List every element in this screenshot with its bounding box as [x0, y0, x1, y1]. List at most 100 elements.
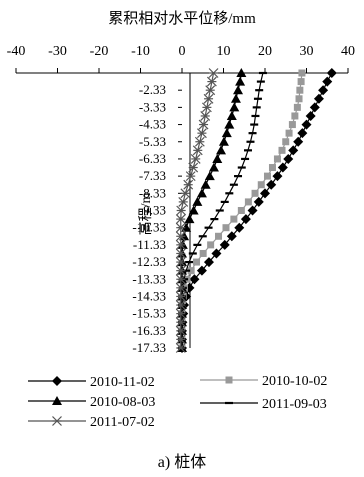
y-tick-label: -15.33 [132, 306, 166, 321]
data-point [200, 179, 211, 189]
data-point [233, 85, 244, 95]
data-point [175, 248, 186, 259]
y-axis-ticks: -2.33 -3.33 -4.33 -5.33 -6.33 -7.33 -8.33 -9.33… [132, 82, 182, 355]
data-point [222, 224, 230, 232]
data-point [201, 102, 212, 113]
data-point [285, 129, 293, 137]
data-point [322, 76, 333, 87]
data-point [196, 188, 207, 198]
data-point [295, 95, 303, 103]
data-point [293, 136, 304, 147]
data-point [175, 334, 186, 345]
data-point [196, 265, 207, 276]
legend-label: 2010-10-02 [262, 374, 327, 389]
data-point [236, 68, 247, 77]
legend-marker [52, 396, 62, 405]
data-point [206, 76, 217, 87]
x-tick-label: 40 [341, 44, 355, 59]
x-axis-label: 累积相对水平位移/mm [108, 10, 256, 27]
data-point [229, 102, 240, 112]
data-point [196, 128, 207, 139]
x-tick-label: 20 [258, 44, 272, 59]
data-point [203, 93, 214, 104]
data-point [234, 222, 245, 233]
legend-label: 2010-08-03 [90, 395, 155, 410]
data-point [298, 69, 306, 77]
data-point [309, 102, 320, 113]
legend-item: 2010-11-02 [28, 375, 155, 390]
legend-item: 2011-09-03 [200, 397, 327, 412]
y-tick-label: -2.33 [139, 82, 166, 97]
data-point [190, 154, 201, 164]
y-tick-label: -14.33 [132, 288, 166, 303]
data-point [180, 188, 191, 199]
data-point [192, 145, 203, 156]
data-point [296, 86, 304, 94]
data-point [221, 128, 232, 138]
data-point [175, 274, 186, 285]
data-point [230, 215, 238, 223]
data-point [176, 205, 187, 216]
y-tick-label: -12.33 [132, 254, 166, 269]
data-point [230, 93, 241, 103]
legend: 2010-11-02 2010-10-02 2010-08-03 2011-09-03… [28, 374, 327, 430]
data-point [263, 172, 271, 180]
data-point [175, 291, 186, 302]
data-point [244, 198, 252, 206]
data-point [178, 196, 189, 207]
data-point [218, 136, 229, 146]
series-2010-10-02 [178, 69, 306, 352]
data-point [175, 308, 186, 319]
data-point [203, 257, 214, 268]
y-tick-label: -6.33 [139, 151, 166, 166]
data-point [187, 267, 195, 275]
data-point [273, 155, 281, 163]
data-point [204, 171, 215, 181]
data-point [215, 232, 223, 240]
data-point [175, 239, 186, 250]
data-point [293, 103, 301, 111]
data-point [200, 111, 211, 121]
data-point [278, 146, 286, 154]
data-point [192, 196, 203, 206]
data-point [175, 282, 186, 293]
data-point [272, 171, 283, 182]
data-point [175, 317, 186, 328]
data-point [240, 214, 251, 225]
data-point [188, 162, 199, 173]
data-point [198, 119, 209, 130]
x-tick-label: -10 [131, 44, 150, 59]
data-point [277, 162, 288, 173]
data-point [188, 205, 199, 215]
y-tick-label: -8.33 [139, 185, 166, 200]
data-point [297, 128, 308, 139]
data-point [226, 110, 237, 120]
y-tick-label: -3.33 [139, 99, 166, 114]
data-point [313, 93, 324, 104]
data-point [185, 171, 196, 182]
figure-caption: a) 桩体 [158, 453, 206, 471]
data-point [224, 119, 235, 129]
x-tick-label: -20 [90, 44, 109, 59]
data-point [175, 231, 186, 242]
legend-label: 2011-09-03 [262, 397, 327, 412]
data-point [282, 138, 290, 146]
data-point [175, 343, 186, 353]
x-axis-ticks: -40 -30 -20 -10 0 10 20 30 40 [7, 44, 355, 73]
y-tick-label: -7.33 [139, 168, 166, 183]
legend-item: 2010-10-02 [200, 374, 327, 389]
series-2010-08-03 [177, 68, 247, 352]
y-tick-label: -5.33 [139, 134, 166, 149]
data-point [212, 153, 223, 163]
y-tick-label: -16.33 [132, 323, 166, 338]
data-point [253, 196, 264, 207]
x-tick-label: -30 [48, 44, 67, 59]
series-2010-11-02 [177, 68, 337, 353]
data-point [288, 145, 299, 156]
data-point [266, 179, 277, 190]
data-point [184, 214, 195, 224]
data-point [251, 189, 259, 197]
y-tick-label: -4.33 [139, 117, 166, 132]
y-axis-label: 高程/m [137, 193, 154, 236]
